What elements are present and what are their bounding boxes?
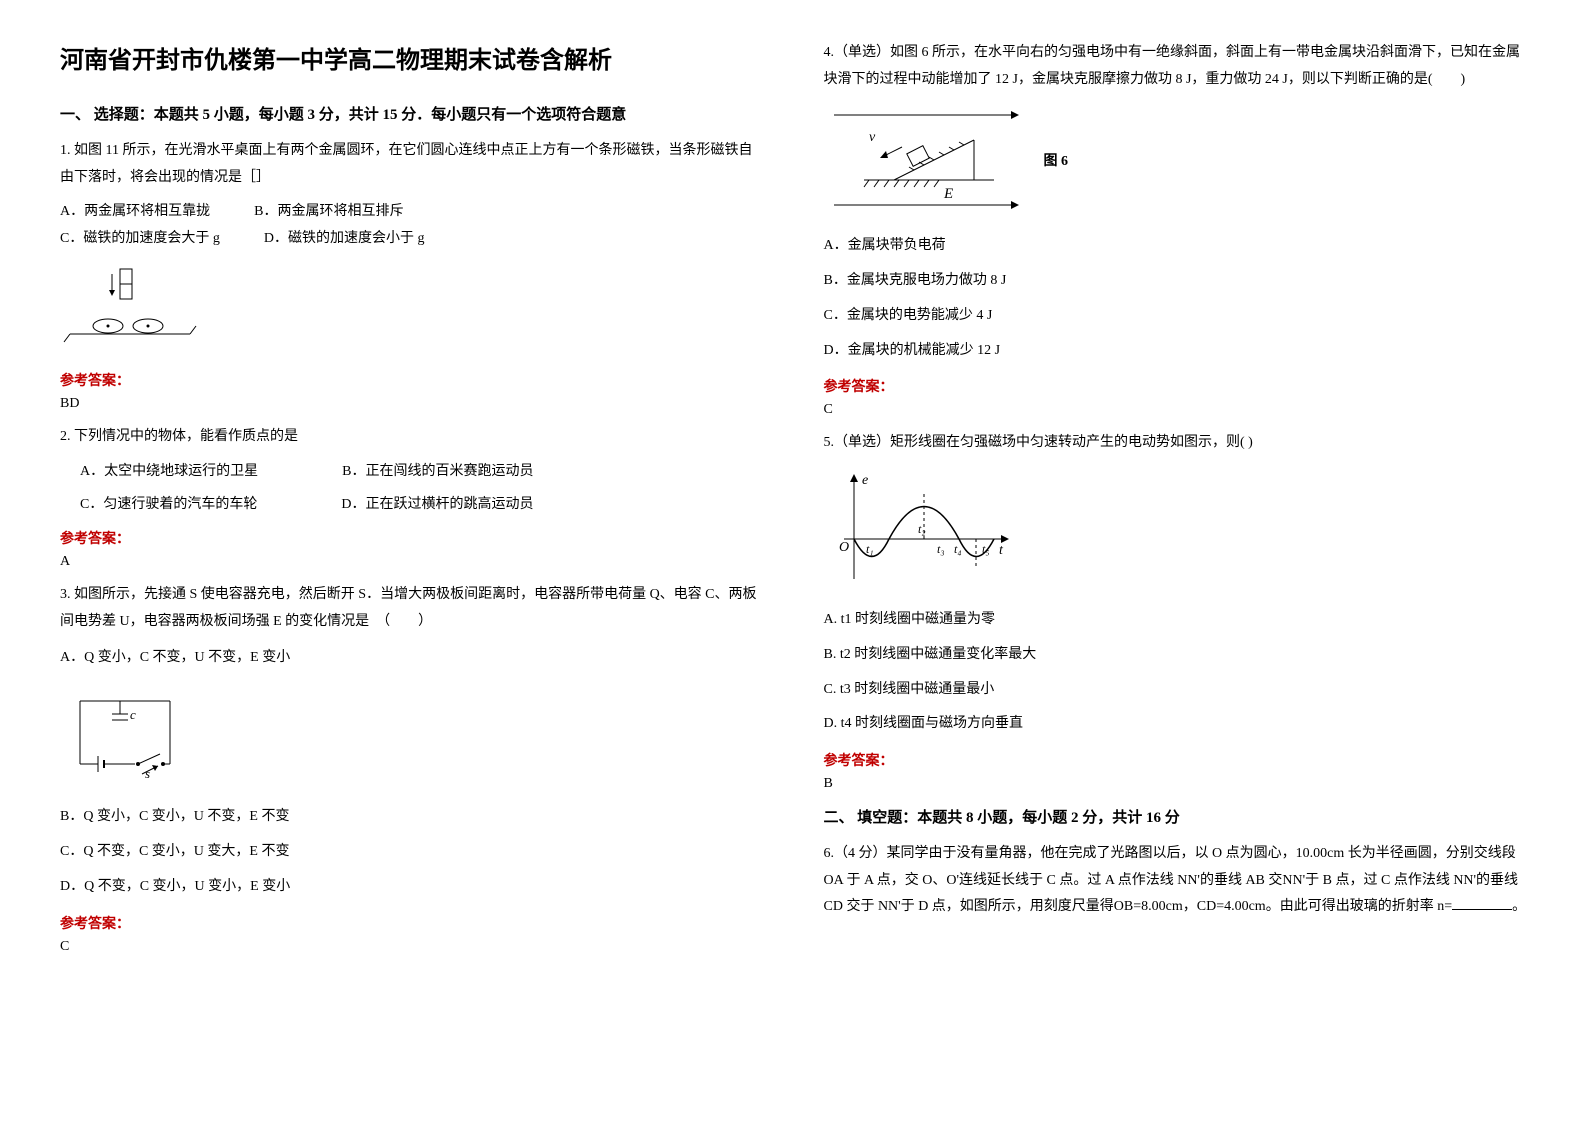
q1-option-b: B．两金属环将相互排斥 bbox=[254, 199, 403, 226]
incline-field-diagram: v E bbox=[824, 105, 1024, 215]
question-2-options-row1: A．太空中绕地球运行的卫星 B．正在闯线的百米赛跑运动员 bbox=[80, 459, 764, 486]
section-2-header: 二、 填空题：本题共 8 小题，每小题 2 分，共计 16 分 bbox=[824, 806, 1528, 827]
q3-option-a: A．Q 变小，C 不变，U 不变，E 变小 bbox=[60, 643, 764, 674]
q3-answer-label: 参考答案： bbox=[60, 913, 764, 933]
sine-emf-diagram: e O t t₁ t₂ t₃ t₄ t₅ bbox=[824, 469, 1014, 589]
capacitor-label: c bbox=[130, 707, 136, 722]
question-1-options: A．两金属环将相互靠拢 B．两金属环将相互排斥 C．磁铁的加速度会大于 g D．… bbox=[60, 199, 764, 252]
switch-label: s bbox=[145, 766, 150, 781]
left-column: 河南省开封市仇楼第一中学高二物理期末试卷含解析 一、 选择题：本题共 5 小题，… bbox=[60, 40, 764, 967]
question-4-text: 4.（单选）如图 6 所示，在水平向右的匀强电场中有一绝缘斜面，斜面上有一带电金… bbox=[824, 40, 1528, 93]
q4-option-b: B．金属块克服电场力做功 8 J bbox=[824, 266, 1528, 297]
figure-1 bbox=[60, 264, 764, 354]
page-title: 河南省开封市仇楼第一中学高二物理期末试卷含解析 bbox=[60, 40, 764, 75]
origin-label: O bbox=[839, 540, 849, 555]
section-1-header: 一、 选择题：本题共 5 小题，每小题 3 分，共计 15 分．每小题只有一个选… bbox=[60, 103, 764, 124]
figure-3: c s bbox=[60, 686, 764, 786]
q4-option-d: D．金属块的机械能减少 12 J bbox=[824, 336, 1528, 367]
figure-4-wrapper: v E 图 6 bbox=[824, 105, 1528, 215]
q1-answer-label: 参考答案： bbox=[60, 370, 764, 390]
t3-label: t₃ bbox=[937, 542, 945, 556]
emf-axis-label: e bbox=[862, 473, 868, 488]
q1-option-d: D．磁铁的加速度会小于 g bbox=[264, 226, 425, 253]
q2-answer-label: 参考答案： bbox=[60, 528, 764, 548]
q5-option-c: C. t3 时刻线圈中磁通量最小 bbox=[824, 675, 1528, 706]
q3-answer: C bbox=[60, 939, 764, 955]
q2-option-c: C．匀速行驶着的汽车的车轮 bbox=[80, 492, 257, 519]
magnet-rings-diagram bbox=[60, 264, 200, 354]
q5-option-a: A. t1 时刻线圈中磁通量为零 bbox=[824, 605, 1528, 636]
question-1-text: 1. 如图 11 所示，在光滑水平桌面上有两个金属圆环，在它们圆心连线中点正上方… bbox=[60, 138, 764, 191]
q3-option-d: D．Q 不变，C 变小，U 变小，E 变小 bbox=[60, 872, 764, 903]
question-6-text: 6.（4 分）某同学由于没有量角器，他在完成了光路图以后，以 O 点为圆心，10… bbox=[824, 841, 1528, 921]
q5-option-b: B. t2 时刻线圈中磁通量变化率最大 bbox=[824, 640, 1528, 671]
q4-answer: C bbox=[824, 402, 1528, 418]
q3-option-c: C．Q 不变，C 变小，U 变大，E 不变 bbox=[60, 837, 764, 868]
figure-5: e O t t₁ t₂ t₃ t₄ t₅ bbox=[824, 469, 1528, 589]
q4-option-a: A．金属块带负电荷 bbox=[824, 231, 1528, 262]
t1-label: t₁ bbox=[866, 542, 874, 556]
t4-label: t₄ bbox=[954, 542, 962, 556]
t2-label: t₂ bbox=[918, 522, 926, 536]
q1-option-c: C．磁铁的加速度会大于 g bbox=[60, 226, 220, 253]
q3-option-b: B．Q 变小，C 变小，U 不变，E 不变 bbox=[60, 802, 764, 833]
q2-option-b: B．正在闯线的百米赛跑运动员 bbox=[342, 459, 533, 486]
q5-answer: B bbox=[824, 776, 1528, 792]
q6-text-part2: 。 bbox=[1512, 899, 1526, 914]
q4-answer-label: 参考答案： bbox=[824, 376, 1528, 396]
q5-option-d: D. t4 时刻线圈面与磁场方向垂直 bbox=[824, 709, 1528, 740]
t5-label: t₅ bbox=[982, 542, 990, 556]
q2-option-d: D．正在跃过横杆的跳高运动员 bbox=[341, 492, 533, 519]
question-2-options-row2: C．匀速行驶着的汽车的车轮 D．正在跃过横杆的跳高运动员 bbox=[80, 492, 764, 519]
q5-answer-label: 参考答案： bbox=[824, 750, 1528, 770]
question-2-text: 2. 下列情况中的物体，能看作质点的是 bbox=[60, 424, 764, 451]
q6-text-part1: 6.（4 分）某同学由于没有量角器，他在完成了光路图以后，以 O 点为圆心，10… bbox=[824, 846, 1519, 914]
q2-answer: A bbox=[60, 554, 764, 570]
question-5-text: 5.（单选）矩形线圈在匀强磁场中匀速转动产生的电动势如图示，则( ) bbox=[824, 430, 1528, 457]
q4-option-c: C．金属块的电势能减少 4 J bbox=[824, 301, 1528, 332]
q6-blank bbox=[1452, 909, 1512, 910]
capacitor-circuit-diagram: c s bbox=[60, 686, 200, 786]
q1-option-a: A．两金属环将相互靠拢 bbox=[60, 199, 210, 226]
time-axis-label: t bbox=[999, 543, 1004, 558]
right-column: 4.（单选）如图 6 所示，在水平向右的匀强电场中有一绝缘斜面，斜面上有一带电金… bbox=[824, 40, 1528, 967]
question-3-text: 3. 如图所示，先接通 S 使电容器充电，然后断开 S．当增大两极板间距离时，电… bbox=[60, 582, 764, 635]
field-label: E bbox=[943, 186, 953, 202]
figure-4-label: 图 6 bbox=[1044, 150, 1069, 170]
q2-option-a: A．太空中绕地球运行的卫星 bbox=[80, 459, 258, 486]
velocity-label: v bbox=[869, 130, 876, 145]
q1-answer: BD bbox=[60, 396, 764, 412]
